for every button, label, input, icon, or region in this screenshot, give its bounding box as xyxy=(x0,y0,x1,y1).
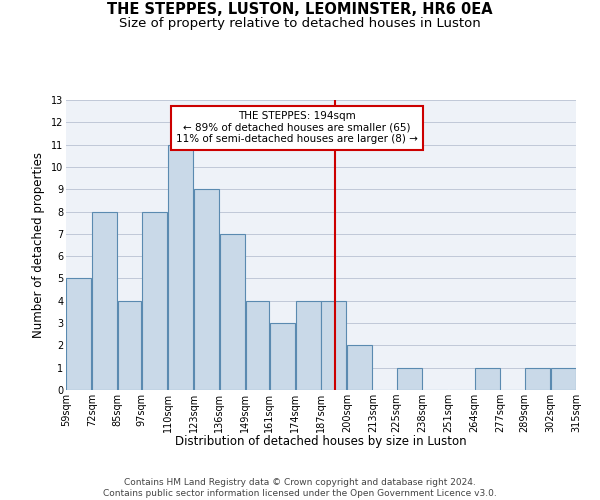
Text: Contains HM Land Registry data © Crown copyright and database right 2024.
Contai: Contains HM Land Registry data © Crown c… xyxy=(103,478,497,498)
Text: Size of property relative to detached houses in Luston: Size of property relative to detached ho… xyxy=(119,18,481,30)
Text: THE STEPPES, LUSTON, LEOMINSTER, HR6 0EA: THE STEPPES, LUSTON, LEOMINSTER, HR6 0EA xyxy=(107,2,493,18)
Bar xyxy=(397,368,422,390)
Bar xyxy=(142,212,167,390)
Text: THE STEPPES: 194sqm
← 89% of detached houses are smaller (65)
11% of semi-detach: THE STEPPES: 194sqm ← 89% of detached ho… xyxy=(176,111,418,144)
Bar xyxy=(67,278,91,390)
Bar xyxy=(92,212,117,390)
Y-axis label: Number of detached properties: Number of detached properties xyxy=(32,152,45,338)
Bar xyxy=(246,301,269,390)
Bar xyxy=(168,144,193,390)
Bar xyxy=(118,301,141,390)
Bar xyxy=(347,346,372,390)
Bar xyxy=(194,189,219,390)
Bar xyxy=(551,368,575,390)
Bar xyxy=(322,301,346,390)
Bar xyxy=(270,323,295,390)
Bar xyxy=(525,368,550,390)
Bar xyxy=(296,301,320,390)
Text: Distribution of detached houses by size in Luston: Distribution of detached houses by size … xyxy=(175,435,467,448)
Bar xyxy=(220,234,245,390)
Bar xyxy=(475,368,500,390)
